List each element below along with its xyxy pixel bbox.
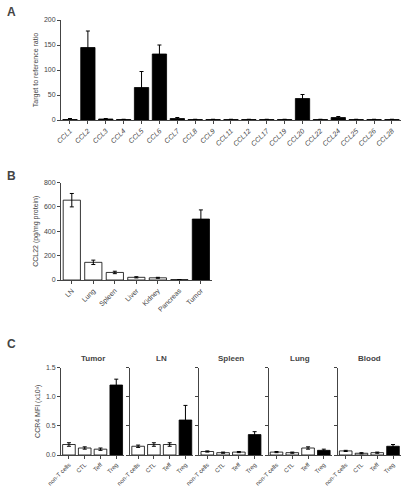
svg-text:CCL8: CCL8 [181, 127, 199, 145]
svg-text:CCL20: CCL20 [285, 127, 305, 147]
svg-text:CTL: CTL [283, 461, 296, 474]
svg-text:CCL5: CCL5 [127, 127, 145, 145]
svg-text:CCL4: CCL4 [109, 127, 127, 145]
svg-text:0: 0 [52, 116, 56, 123]
svg-text:Teff: Teff [92, 462, 103, 473]
svg-text:C: C [7, 337, 16, 351]
svg-text:CCL7: CCL7 [163, 126, 181, 144]
svg-text:100: 100 [44, 66, 56, 73]
svg-text:CTL: CTL [352, 461, 365, 474]
svg-text:0.0: 0.0 [46, 451, 56, 458]
svg-text:non-T cells: non-T cells [116, 462, 141, 487]
svg-text:800: 800 [44, 179, 56, 186]
svg-text:CTL: CTL [144, 461, 157, 474]
svg-text:non-T cells: non-T cells [324, 462, 349, 487]
svg-text:CCL11: CCL11 [214, 127, 234, 147]
svg-text:CCL22 (pg/mg protein): CCL22 (pg/mg protein) [32, 196, 40, 267]
svg-text:CTL: CTL [75, 461, 88, 474]
svg-text:CCL25: CCL25 [339, 127, 359, 147]
svg-text:CCL19: CCL19 [267, 127, 287, 147]
svg-text:CCL24: CCL24 [321, 127, 341, 147]
svg-text:Spleen: Spleen [218, 354, 244, 363]
svg-text:B: B [7, 169, 16, 183]
svg-text:600: 600 [44, 203, 56, 210]
svg-text:50: 50 [48, 91, 56, 98]
svg-text:Tumor: Tumor [185, 287, 205, 307]
svg-text:Blood: Blood [358, 354, 381, 363]
svg-text:CCL1: CCL1 [56, 127, 74, 145]
svg-text:Spleen: Spleen [98, 287, 119, 308]
svg-text:Teff: Teff [369, 462, 380, 473]
svg-text:CCL2: CCL2 [73, 127, 91, 145]
svg-text:Treg: Treg [383, 462, 396, 475]
svg-text:Treg: Treg [245, 462, 258, 475]
svg-text:LN: LN [156, 354, 167, 363]
svg-text:200: 200 [44, 252, 56, 259]
svg-text:Teff: Teff [300, 462, 311, 473]
svg-text:CTL: CTL [214, 461, 227, 474]
svg-text:1.5: 1.5 [46, 364, 56, 371]
svg-text:non-T cells: non-T cells [254, 462, 279, 487]
svg-text:CCL3: CCL3 [91, 127, 109, 145]
svg-text:Treg: Treg [314, 462, 327, 475]
svg-text:0: 0 [52, 276, 56, 283]
svg-text:Lung: Lung [81, 287, 98, 304]
svg-text:CCL9: CCL9 [199, 127, 217, 145]
svg-text:Treg: Treg [175, 462, 188, 475]
svg-text:0.5: 0.5 [46, 422, 56, 429]
svg-text:Teff: Teff [231, 462, 242, 473]
svg-text:CCL6: CCL6 [145, 127, 163, 145]
svg-text:Tumor: Tumor [81, 354, 105, 363]
svg-text:150: 150 [44, 41, 56, 48]
svg-text:Kidney: Kidney [141, 287, 162, 308]
svg-text:CCR4 MFI (x10³): CCR4 MFI (x10³) [34, 385, 42, 438]
svg-text:1.0: 1.0 [46, 393, 56, 400]
svg-text:LN: LN [64, 287, 75, 298]
svg-text:200: 200 [44, 16, 56, 23]
svg-text:non-T cells: non-T cells [185, 462, 210, 487]
svg-text:Lung: Lung [290, 354, 310, 363]
svg-text:CCL28: CCL28 [375, 127, 395, 147]
svg-text:Pancreas: Pancreas [157, 287, 183, 313]
svg-text:CCL22: CCL22 [303, 127, 323, 147]
svg-text:400: 400 [44, 228, 56, 235]
svg-text:CCL17: CCL17 [250, 126, 271, 147]
svg-text:non-T cells: non-T cells [47, 462, 72, 487]
svg-text:CCL12: CCL12 [232, 127, 252, 147]
svg-text:Liver: Liver [124, 287, 140, 303]
svg-text:Teff: Teff [161, 462, 172, 473]
svg-text:CCL26: CCL26 [357, 127, 377, 147]
svg-text:Target to reference ratio: Target to reference ratio [32, 33, 40, 107]
svg-text:Treg: Treg [106, 462, 119, 475]
svg-text:A: A [7, 5, 16, 19]
